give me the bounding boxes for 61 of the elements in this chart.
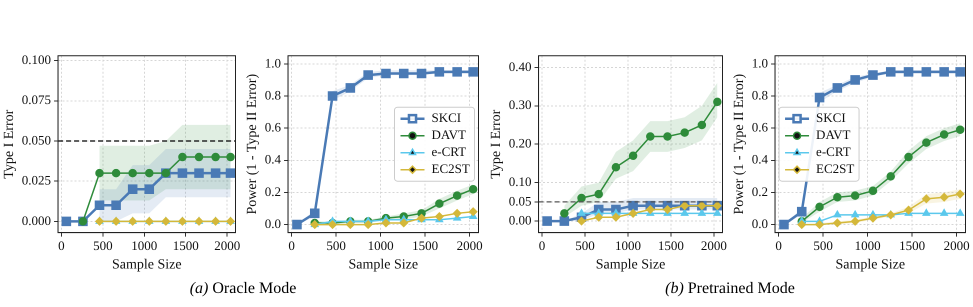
text: (b) Pretrained Mode [664, 280, 796, 298]
x-axis-title: Sample Size [348, 257, 418, 272]
x-tick-label: 1000 [368, 238, 394, 253]
x-tick-label: 500 [326, 238, 346, 253]
legend-label: EC2ST [816, 161, 854, 176]
x-tick-label: 0 [775, 238, 782, 253]
y-tick-label: 0.000 [22, 212, 52, 228]
y-tick-label: 0.30 [508, 97, 532, 112]
legend-label: e-CRT [816, 144, 851, 160]
y-tick-label: 0.20 [508, 136, 532, 151]
x-tick-label: 500 [93, 238, 113, 253]
x-tick-label: 1500 [658, 238, 684, 253]
legend-label: e-CRT [432, 144, 466, 160]
x-tick-label: 2000 [214, 238, 240, 253]
x-tick-label: 0 [58, 238, 65, 253]
x-tick-label: 500 [813, 238, 833, 253]
y-tick-label: 0.00 [508, 212, 532, 228]
x-tick-label: 0 [288, 238, 295, 253]
y-tick-label: 1.0 [752, 55, 768, 70]
y-tick-label: 0.025 [22, 172, 52, 188]
y-tick-label: 0.05 [508, 193, 532, 208]
y-tick-label: 0.0 [752, 216, 768, 231]
x-tick-label: 1000 [854, 238, 881, 253]
x-tick-label: 1000 [131, 238, 158, 253]
legend-label: EC2ST [432, 161, 470, 176]
x-tick-label: 1000 [614, 238, 641, 253]
y-tick-label: 0.050 [22, 132, 52, 148]
y-axis-title: Power (1 - Type II Error) [732, 74, 748, 215]
y-tick-label: 0.075 [22, 92, 52, 108]
legend-label: DAVT [432, 127, 466, 142]
y-tick-label: 0.100 [22, 52, 52, 68]
x-tick-label: 2000 [700, 238, 727, 253]
text: (a) Oracle Mode [188, 280, 298, 298]
y-tick-label: 0.6 [752, 120, 769, 135]
y-tick-label: 0.4 [264, 152, 282, 167]
legend-label: SKCI [816, 110, 846, 126]
x-tick-label: 0 [538, 238, 546, 253]
x-tick-label: 500 [575, 238, 595, 253]
y-tick-label: 1.0 [264, 55, 282, 70]
y-axis-title: Type I Error [489, 109, 504, 179]
y-axis-title: Power (1 - Type II Error) [245, 74, 260, 215]
x-tick-label: 2000 [944, 238, 970, 253]
legend-label: SKCI [432, 110, 462, 126]
x-axis-title: Sample Size [835, 257, 906, 272]
y-tick-label: 0.6 [264, 120, 282, 135]
y-tick-label: 0.8 [752, 87, 768, 102]
x-tick-label: 1500 [172, 238, 199, 253]
y-tick-label: 0.8 [264, 87, 282, 102]
y-tick-label: 0.2 [264, 184, 282, 199]
x-tick-label: 2000 [456, 238, 483, 253]
x-axis-title: Sample Size [112, 257, 182, 272]
y-axis-title: Type I Error [2, 109, 18, 179]
y-tick-label: 0.40 [508, 58, 532, 74]
legend-label: DAVT [816, 127, 851, 142]
y-tick-label: 0.0 [264, 216, 282, 231]
y-tick-label: 0.10 [508, 174, 532, 190]
x-tick-label: 1500 [412, 238, 438, 253]
y-tick-label: 0.2 [752, 184, 768, 199]
x-tick-label: 1500 [899, 238, 926, 253]
y-tick-label: 0.4 [752, 152, 769, 167]
x-axis-title: Sample Size [596, 257, 666, 272]
